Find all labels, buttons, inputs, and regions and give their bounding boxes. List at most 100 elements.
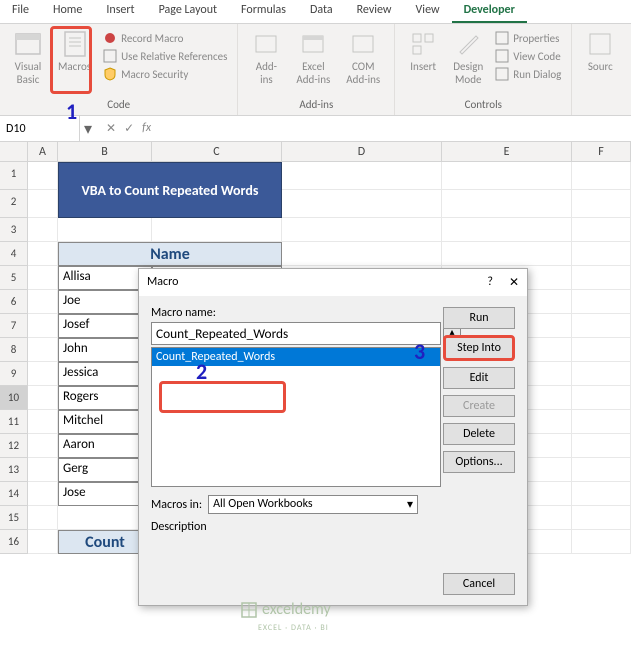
macro-name-input[interactable]	[151, 322, 441, 345]
tab-developer[interactable]: Developer	[452, 0, 527, 23]
cell[interactable]	[28, 386, 58, 410]
cell[interactable]	[572, 530, 631, 554]
tab-insert[interactable]: Insert	[94, 0, 146, 23]
row-header[interactable]: 3	[0, 218, 28, 242]
cell[interactable]	[572, 218, 631, 242]
run-dialog-button[interactable]: Run Dialog	[493, 66, 563, 82]
col-header-e[interactable]: E	[442, 142, 572, 161]
cell[interactable]	[28, 506, 58, 530]
cell[interactable]	[28, 482, 58, 506]
macro-security-button[interactable]: Macro Security	[101, 66, 229, 82]
cell[interactable]	[282, 242, 442, 266]
row-header[interactable]: 16	[0, 530, 28, 554]
col-header-c[interactable]: C	[152, 142, 282, 161]
fx-icon[interactable]: fx	[142, 121, 151, 136]
cell[interactable]	[28, 434, 58, 458]
cell[interactable]	[28, 242, 58, 266]
tab-file[interactable]: File	[0, 0, 41, 23]
tab-view[interactable]: View	[404, 0, 452, 23]
cell[interactable]	[442, 190, 572, 218]
cell[interactable]	[28, 410, 58, 434]
cell[interactable]	[28, 190, 58, 218]
row-header[interactable]: 4	[0, 242, 28, 266]
tab-data[interactable]: Data	[298, 0, 345, 23]
col-header-d[interactable]: D	[282, 142, 442, 161]
select-all-corner[interactable]	[0, 142, 28, 161]
row-header[interactable]: 10	[0, 386, 28, 410]
visual-basic-button[interactable]: Visual Basic	[8, 26, 48, 90]
cell[interactable]	[28, 218, 58, 242]
cell[interactable]	[442, 218, 572, 242]
cell[interactable]	[572, 458, 631, 482]
row-header[interactable]: 7	[0, 314, 28, 338]
tab-page-layout[interactable]: Page Layout	[147, 0, 229, 23]
title-cell[interactable]: VBA to Count Repeated Words	[58, 162, 282, 218]
cell[interactable]	[572, 410, 631, 434]
col-header-a[interactable]: A	[28, 142, 58, 161]
cell[interactable]	[572, 190, 631, 218]
cell[interactable]	[28, 290, 58, 314]
cell[interactable]	[28, 314, 58, 338]
col-header-b[interactable]: B	[58, 142, 152, 161]
cell[interactable]	[572, 162, 631, 190]
relative-refs-button[interactable]: Use Relative References	[101, 48, 229, 64]
cell[interactable]	[282, 218, 442, 242]
cell[interactable]	[572, 482, 631, 506]
cell[interactable]	[572, 506, 631, 530]
name-box-dropdown[interactable]: ▾	[80, 119, 96, 139]
cell[interactable]	[572, 266, 631, 290]
insert-control-button[interactable]: Insert	[403, 26, 443, 77]
cell[interactable]	[572, 290, 631, 314]
cell[interactable]	[58, 218, 152, 242]
excel-addins-button[interactable]: Excel Add-ins	[290, 26, 336, 90]
delete-button[interactable]: Delete	[443, 423, 515, 445]
cell[interactable]	[442, 242, 572, 266]
enter-formula-icon[interactable]: ✓	[124, 121, 134, 136]
cell[interactable]	[28, 266, 58, 290]
cell[interactable]	[28, 338, 58, 362]
tab-formulas[interactable]: Formulas	[229, 0, 298, 23]
cell[interactable]	[572, 362, 631, 386]
col-header-f[interactable]: F	[572, 142, 631, 161]
options-button[interactable]: Options...	[443, 451, 515, 473]
tab-review[interactable]: Review	[345, 0, 404, 23]
cancel-button[interactable]: Cancel	[443, 573, 515, 595]
row-header[interactable]: 6	[0, 290, 28, 314]
edit-button[interactable]: Edit	[443, 367, 515, 389]
row-header[interactable]: 13	[0, 458, 28, 482]
macros-in-select[interactable]: All Open Workbooks ▾	[208, 495, 418, 514]
design-mode-button[interactable]: Design Mode	[447, 26, 489, 90]
run-button[interactable]: Run	[443, 307, 515, 329]
cell[interactable]	[282, 162, 442, 190]
row-header[interactable]: 9	[0, 362, 28, 386]
name-header[interactable]: Name	[58, 242, 282, 266]
cell[interactable]	[28, 362, 58, 386]
row-header[interactable]: 15	[0, 506, 28, 530]
cell[interactable]	[28, 458, 58, 482]
row-header[interactable]: 5	[0, 266, 28, 290]
cell[interactable]	[572, 434, 631, 458]
row-header[interactable]: 11	[0, 410, 28, 434]
cancel-formula-icon[interactable]: ✕	[106, 121, 116, 136]
record-macro-button[interactable]: Record Macro	[101, 30, 229, 46]
com-addins-button[interactable]: COM Add-ins	[340, 26, 386, 90]
macro-list[interactable]: Count_Repeated_Words	[151, 347, 441, 487]
close-icon[interactable]: ✕	[509, 275, 519, 290]
cell[interactable]	[282, 190, 442, 218]
row-header[interactable]: 14	[0, 482, 28, 506]
cell[interactable]	[28, 162, 58, 190]
cell[interactable]	[28, 530, 58, 554]
row-header[interactable]: 1	[0, 162, 28, 190]
cell[interactable]	[442, 162, 572, 190]
row-header[interactable]: 2	[0, 190, 28, 218]
properties-button[interactable]: Properties	[493, 30, 563, 46]
cell[interactable]	[572, 242, 631, 266]
cell[interactable]	[152, 218, 282, 242]
addins-button[interactable]: Add- ins	[246, 26, 286, 90]
tab-home[interactable]: Home	[41, 0, 94, 23]
step-into-button[interactable]: Step Into	[443, 335, 515, 361]
cell[interactable]	[572, 338, 631, 362]
row-header[interactable]: 12	[0, 434, 28, 458]
source-button[interactable]: Sourc	[580, 26, 620, 77]
cell[interactable]	[572, 386, 631, 410]
